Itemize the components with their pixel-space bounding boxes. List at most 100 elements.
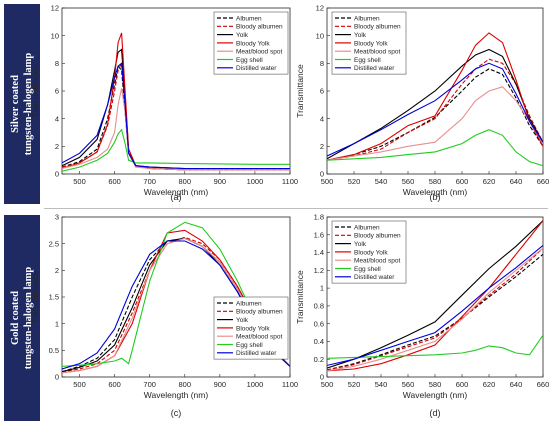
x-tick-label: 800	[179, 177, 192, 186]
legend-label: Albumen	[354, 15, 380, 22]
x-tick-label: 500	[73, 177, 86, 186]
x-axis-label: Wavelength (nm)	[144, 187, 209, 197]
series-line-egg-shell	[327, 334, 543, 359]
legend-label: Distilled water	[236, 65, 277, 72]
x-tick-label: 520	[348, 177, 361, 186]
legend-label: Bloody Yolk	[236, 325, 270, 332]
y-axis-label: Transmittance	[295, 270, 305, 324]
x-tick-label: 640	[510, 177, 523, 186]
series-line-meat-blood-spot	[327, 247, 543, 372]
legend-label: Meat/blood spot	[354, 49, 400, 56]
x-tick-label: 620	[483, 177, 496, 186]
y-tick-label: 4	[55, 114, 59, 123]
y-tick-label: 1	[320, 284, 324, 293]
section-divider	[44, 208, 548, 209]
y-tick-label: 0.4	[314, 337, 324, 346]
series-line-meat-blood-spot	[62, 88, 290, 171]
series-line-distilled-water	[62, 62, 290, 170]
x-tick-label: 540	[375, 177, 388, 186]
series-line-meat-blood-spot	[327, 86, 543, 161]
x-tick-label: 560	[402, 177, 415, 186]
y-tick-label: 4	[320, 114, 324, 123]
y-tick-label: 8	[320, 59, 324, 68]
x-tick-label: 500	[321, 380, 334, 389]
series-line-distilled-water	[327, 244, 543, 366]
legend-label: Yolk	[354, 32, 367, 39]
x-tick-label: 640	[510, 380, 523, 389]
x-tick-label: 700	[143, 177, 156, 186]
x-tick-label: 700	[143, 380, 156, 389]
chart-panel-4: 500 520 540 560 580 600 620 640 660 0 0.2 0.4 0.6 0.8…	[295, 213, 549, 418]
y-tick-label: 12	[51, 4, 59, 13]
legend-label: Albumen	[354, 224, 380, 231]
legend-label: Distilled water	[354, 274, 395, 281]
y-axis-label: Transmittance	[295, 64, 305, 118]
y-tick-label: 10	[316, 31, 324, 40]
y-tick-label: 0.8	[314, 301, 324, 310]
legend-label: Bloody albumen	[236, 309, 283, 316]
x-tick-label: 560	[402, 380, 415, 389]
series-line-egg-shell	[62, 128, 290, 172]
legend-label: Bloody albumen	[354, 24, 401, 31]
panel-label: (c)	[171, 408, 182, 418]
y-tick-label: 2.5	[49, 239, 59, 248]
x-tick-label: 600	[108, 177, 121, 186]
chart-panel-3: 500 600 700 800 900 1000 1100 0 0.5 1 1.5 2 2.5 3 Wave…	[30, 213, 298, 418]
y-tick-label: 2	[55, 266, 59, 275]
x-axis-label: Wavelength (nm)	[144, 390, 209, 400]
legend-label: Egg shell	[354, 57, 381, 64]
y-tick-label: 0	[55, 170, 59, 179]
y-axis-label: Transmittance	[30, 64, 40, 118]
legend-label: Albumen	[236, 15, 262, 22]
x-tick-label: 1000	[247, 380, 264, 389]
legend-label: Yolk	[236, 317, 249, 324]
legend-label: Bloody Yolk	[354, 249, 388, 256]
x-axis-label: Wavelength (nm)	[403, 187, 468, 197]
y-tick-label: 1.4	[314, 248, 324, 257]
x-axis-label: Wavelength (nm)	[403, 390, 468, 400]
y-axis-label: Transmittance	[30, 270, 40, 324]
y-tick-label: 8	[55, 59, 59, 68]
y-tick-label: 1	[55, 319, 59, 328]
legend-label: Egg shell	[236, 342, 263, 349]
series-line-bloody-yolk	[327, 32, 543, 161]
x-tick-label: 900	[214, 380, 227, 389]
series-line-albumen	[327, 68, 543, 161]
series-line-albumen	[327, 253, 543, 371]
legend-label: Meat/blood spot	[354, 258, 400, 265]
y-tick-label: 3	[55, 213, 59, 222]
x-tick-label: 500	[321, 177, 334, 186]
series-line-egg-shell	[327, 129, 543, 167]
x-tick-label: 800	[179, 380, 192, 389]
y-tick-label: 12	[316, 4, 324, 13]
x-tick-label: 660	[537, 177, 550, 186]
y-tick-label: 0	[55, 373, 59, 382]
x-tick-label: 620	[483, 380, 496, 389]
y-tick-label: 2	[320, 142, 324, 151]
y-tick-label: 0	[320, 373, 324, 382]
y-tick-label: 0.5	[49, 346, 59, 355]
legend-label: Distilled water	[354, 65, 395, 72]
y-tick-label: 1.5	[49, 293, 59, 302]
legend-label: Bloody albumen	[354, 233, 401, 240]
x-tick-label: 900	[214, 177, 227, 186]
legend-label: Albumen	[236, 300, 262, 307]
x-tick-label: 1000	[247, 177, 264, 186]
y-tick-label: 6	[320, 87, 324, 96]
y-tick-label: 1.8	[314, 213, 324, 222]
chart-panel-2: 500 520 540 560 580 600 620 640 660 0 2 4 6 8 10 12 Wave…	[295, 4, 549, 202]
legend-label: Yolk	[236, 32, 249, 39]
y-tick-label: 0.6	[314, 319, 324, 328]
x-tick-label: 1100	[282, 177, 298, 186]
x-tick-label: 540	[375, 380, 388, 389]
legend-label: Bloody albumen	[236, 24, 283, 31]
x-tick-label: 600	[456, 177, 469, 186]
legend-label: Bloody Yolk	[354, 40, 388, 47]
y-tick-label: 1.6	[314, 230, 324, 239]
x-tick-label: 580	[429, 380, 442, 389]
x-tick-label: 500	[73, 380, 86, 389]
